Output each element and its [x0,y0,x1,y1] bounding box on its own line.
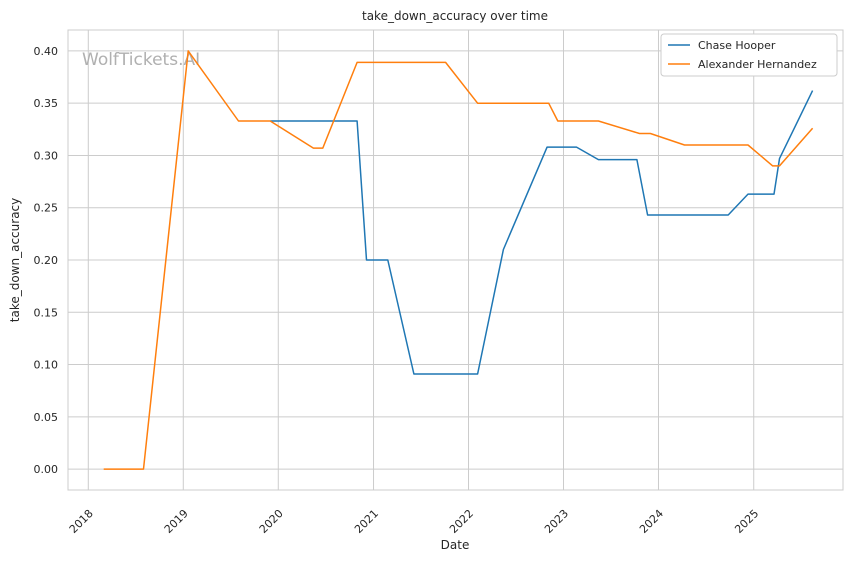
series-line-alexander-hernandez [103,50,814,470]
y-tick-label: 0.00 [34,463,59,476]
y-tick-label: 0.10 [34,359,59,372]
legend-label: Chase Hooper [698,39,776,52]
x-axis-title: Date [441,538,470,552]
chart-title: take_down_accuracy over time [362,9,548,23]
series-line-chase-hooper [270,90,814,375]
y-tick-label: 0.35 [34,97,59,110]
x-tick-label: 2025 [732,507,761,536]
x-tick-label: 2018 [67,507,96,536]
legend-box [660,33,838,77]
grid [68,30,843,490]
y-tick-label: 0.40 [34,45,59,58]
y-tick-label: 0.15 [34,306,59,319]
y-axis: 0.00 0.05 0.10 0.15 0.20 0.25 0.30 0.35 0.40 [34,45,59,476]
legend: Chase Hooper Alexander Hernandez [660,33,838,77]
x-axis: 2018 2019 2020 2021 2022 2023 2024 2025 [67,507,761,536]
x-tick-label: 2021 [352,507,381,536]
y-tick-label: 0.30 [34,149,59,162]
series-group [103,50,814,470]
y-axis-title: take_down_accuracy [8,198,22,322]
x-tick-label: 2024 [637,507,666,536]
y-tick-label: 0.20 [34,254,59,267]
x-tick-label: 2020 [257,507,286,536]
x-tick-label: 2023 [542,507,571,536]
x-tick-label: 2019 [162,507,191,536]
y-tick-label: 0.05 [34,411,59,424]
watermark: WolfTickets.AI [82,50,200,70]
x-tick-label: 2022 [447,507,476,536]
plot-area [67,29,844,491]
legend-label: Alexander Hernandez [698,58,817,71]
y-tick-label: 0.25 [34,202,59,215]
